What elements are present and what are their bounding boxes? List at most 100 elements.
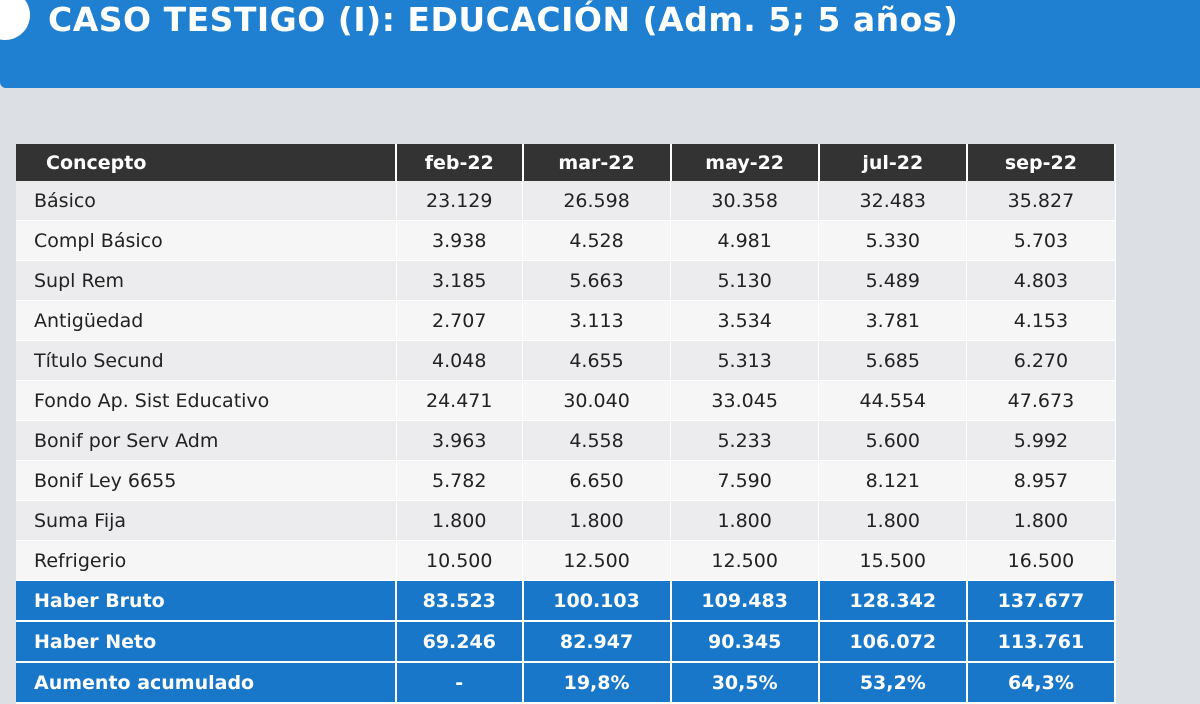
cell: 1.800	[818, 500, 968, 541]
cell: 3.938	[396, 220, 523, 261]
cell: 7.590	[670, 460, 820, 501]
row-label: Bonif por Serv Adm	[16, 420, 397, 461]
cell: 12.500	[670, 540, 820, 581]
row-label: Haber Neto	[16, 621, 397, 663]
cell: 30.040	[522, 380, 672, 421]
table-row: Básico 23.129 26.598 30.358 32.483 35.827	[16, 181, 1116, 221]
cell: 44.554	[818, 380, 968, 421]
table-row: Antigüedad 2.707 3.113 3.534 3.781 4.153	[16, 300, 1116, 341]
row-label: Suma Fija	[16, 500, 397, 541]
table-row: Haber Bruto 83.523 100.103 109.483 128.342 13…	[16, 580, 1117, 622]
cell: 5.330	[818, 220, 968, 261]
cell: 5.685	[818, 340, 968, 381]
cell: -	[396, 662, 524, 704]
table-row: Refrigerio 10.500 12.500 12.500 15.500 16.500	[16, 540, 1116, 581]
cell: 4.803	[966, 260, 1116, 301]
cell: 19,8%	[522, 662, 672, 704]
cell: 113.761	[966, 621, 1117, 663]
cell: 30.358	[670, 181, 820, 221]
table-row: Bonif Ley 6655 5.782 6.650 7.590 8.121 8.957	[16, 460, 1116, 501]
cell: 4.981	[670, 220, 820, 261]
column-header: mar-22	[522, 144, 672, 181]
cell: 3.113	[522, 300, 672, 341]
cell: 5.663	[522, 260, 672, 301]
row-label: Supl Rem	[16, 260, 397, 301]
cell: 6.650	[522, 460, 672, 501]
cell: 3.185	[396, 260, 523, 301]
cell: 5.489	[818, 260, 968, 301]
cell: 1.800	[966, 500, 1116, 541]
row-label: Título Secund	[16, 340, 397, 381]
table-row: Bonif por Serv Adm 3.963 4.558 5.233 5.600 5.…	[16, 420, 1116, 461]
cell: 32.483	[818, 181, 968, 221]
table-row: Supl Rem 3.185 5.663 5.130 5.489 4.803	[16, 260, 1116, 301]
cell: 1.800	[522, 500, 672, 541]
cell: 137.677	[966, 580, 1117, 622]
table-row: Compl Básico 3.938 4.528 4.981 5.330 5.703	[16, 220, 1116, 261]
table-row: Suma Fija 1.800 1.800 1.800 1.800 1.800	[16, 500, 1116, 541]
cell: 64,3%	[966, 662, 1117, 704]
cell: 5.233	[670, 420, 820, 461]
cell: 106.072	[818, 621, 968, 663]
row-label: Fondo Ap. Sist Educativo	[16, 380, 397, 421]
cell: 26.598	[522, 181, 672, 221]
cell: 2.707	[396, 300, 523, 341]
cell: 69.246	[396, 621, 524, 663]
column-header: jul-22	[818, 144, 968, 181]
cell: 90.345	[670, 621, 820, 663]
cell: 4.048	[396, 340, 523, 381]
cell: 15.500	[818, 540, 968, 581]
cell: 8.957	[966, 460, 1116, 501]
table-row: Título Secund 4.048 4.655 5.313 5.685 6.270	[16, 340, 1116, 381]
cell: 16.500	[966, 540, 1116, 581]
row-label: Antigüedad	[16, 300, 397, 341]
cell: 30,5%	[670, 662, 820, 704]
cell: 12.500	[522, 540, 672, 581]
cell: 3.534	[670, 300, 820, 341]
cell: 1.800	[670, 500, 820, 541]
column-header: may-22	[670, 144, 820, 181]
cell: 23.129	[396, 181, 523, 221]
cell: 5.130	[670, 260, 820, 301]
cell: 5.600	[818, 420, 968, 461]
row-label: Compl Básico	[16, 220, 397, 261]
table-row: Fondo Ap. Sist Educativo 24.471 30.040 33.0…	[16, 380, 1116, 421]
cell: 109.483	[670, 580, 820, 622]
cell: 10.500	[396, 540, 523, 581]
cell: 3.963	[396, 420, 523, 461]
column-header: sep-22	[966, 144, 1117, 181]
table-row: Aumento acumulado -19,8% 30,5% 53,2% 64,3%	[16, 662, 1117, 704]
banner: CASO TESTIGO (I): EDUCACIÓN (Adm. 5; 5 a…	[0, 0, 1200, 88]
cell: 35.827	[966, 181, 1116, 221]
cell: 4.558	[522, 420, 672, 461]
header-row: Concepto feb-22 mar-22 may-22 jul-22 sep-22	[16, 144, 1117, 181]
cell: 53,2%	[818, 662, 968, 704]
cell: 83.523	[396, 580, 524, 622]
cell: 33.045	[670, 380, 820, 421]
cell: 8.121	[818, 460, 968, 501]
cell: 100.103	[522, 580, 672, 622]
cell: 5.782	[396, 460, 523, 501]
cell: 3.781	[818, 300, 968, 341]
row-label: Refrigerio	[16, 540, 397, 581]
column-header: Concepto	[16, 144, 397, 181]
cell: 4.655	[522, 340, 672, 381]
row-label: Aumento acumulado	[16, 662, 397, 704]
cell: 5.313	[670, 340, 820, 381]
cell: 4.153	[966, 300, 1116, 341]
cell: 5.992	[966, 420, 1116, 461]
row-label: Bonif Ley 6655	[16, 460, 397, 501]
row-label: Básico	[16, 181, 397, 221]
cell: 82.947	[522, 621, 672, 663]
table-row: Haber Neto 69.246 82.947 90.345 106.072 113.7…	[16, 621, 1117, 663]
cell: 4.528	[522, 220, 672, 261]
cell: 128.342	[818, 580, 968, 622]
cell: 47.673	[966, 380, 1116, 421]
row-label: Haber Bruto	[16, 580, 397, 622]
column-header: feb-22	[396, 144, 524, 181]
cell: 24.471	[396, 380, 523, 421]
cell: 6.270	[966, 340, 1116, 381]
decoration	[0, 0, 30, 40]
title: CASO TESTIGO (I): EDUCACIÓN (Adm. 5; 5 a…	[48, 0, 959, 39]
